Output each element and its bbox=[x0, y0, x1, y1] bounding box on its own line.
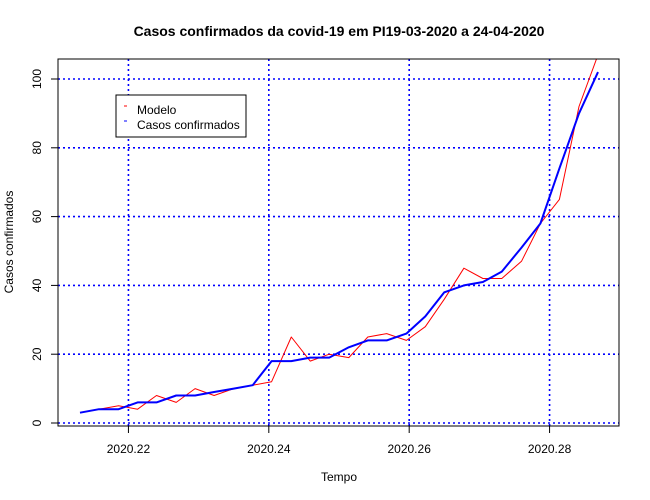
y-tick-label: 80 bbox=[30, 141, 44, 155]
series-layer bbox=[79, 59, 599, 414]
legend-box bbox=[115, 94, 247, 138]
y-tick-label: 60 bbox=[30, 210, 44, 224]
x-axis: 2020.22 2020.24 2020.26 2020.28 bbox=[107, 425, 572, 456]
x-tick-label: 2020.28 bbox=[528, 442, 572, 456]
y-axis: 0 20 40 60 80 100 bbox=[30, 69, 59, 426]
x-axis-label: Tempo bbox=[321, 470, 357, 484]
series-line-casos-confirmados bbox=[79, 71, 599, 414]
legend-label: Casos confirmados bbox=[137, 118, 240, 132]
y-axis-label: Casos confirmados bbox=[2, 191, 16, 294]
x-tick-label: 2020.24 bbox=[247, 442, 291, 456]
x-tick-label: 2020.22 bbox=[107, 442, 151, 456]
y-tick-label: 100 bbox=[30, 69, 44, 89]
y-tick-label: 0 bbox=[30, 419, 44, 426]
legend-label: Modelo bbox=[137, 103, 177, 117]
chart-title: Casos confirmados da covid-19 em PI19-03… bbox=[134, 23, 545, 39]
y-tick-label: 40 bbox=[30, 278, 44, 292]
x-tick-label: 2020.26 bbox=[387, 442, 431, 456]
y-tick-label: 20 bbox=[30, 347, 44, 361]
